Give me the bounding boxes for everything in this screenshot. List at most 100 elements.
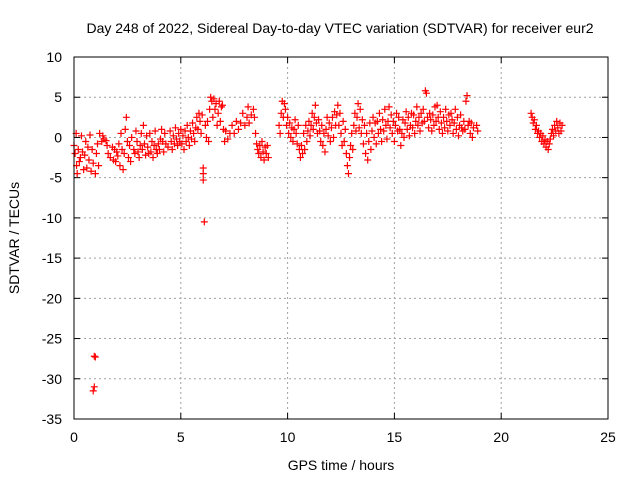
data-point <box>71 150 79 158</box>
data-point <box>454 132 462 140</box>
data-point <box>466 129 474 137</box>
data-point <box>204 117 211 125</box>
data-point <box>119 166 127 174</box>
y-tick-label: 0 <box>54 129 62 145</box>
data-point <box>473 121 481 129</box>
data-point <box>338 141 346 149</box>
y-tick-label: 5 <box>54 89 62 105</box>
data-point <box>309 125 317 133</box>
data-point <box>404 113 412 121</box>
y-tick-label: -35 <box>42 411 62 427</box>
data-point <box>419 105 427 113</box>
data-point <box>228 121 236 129</box>
data-point <box>138 146 146 154</box>
data-point <box>385 103 393 111</box>
data-point <box>275 121 283 129</box>
data-point <box>178 140 186 148</box>
data-point <box>342 150 350 158</box>
data-point <box>250 113 258 121</box>
ticks-layer: 0 5 10 15 20 25 10 5 0 -5 -10 -15 -20 -25 -30 -35 <box>42 49 616 445</box>
data-point <box>291 116 299 124</box>
data-point <box>346 154 354 162</box>
data-point <box>474 127 482 135</box>
data-point <box>209 113 217 121</box>
data-point <box>123 137 131 145</box>
data-point <box>462 97 470 105</box>
data-point <box>195 109 203 117</box>
data-point <box>463 92 471 100</box>
data-point <box>303 137 311 145</box>
data-point <box>196 117 204 125</box>
data-point <box>383 135 391 143</box>
data-point <box>158 125 166 133</box>
data-point <box>73 170 81 178</box>
data-point <box>554 124 562 132</box>
data-point <box>347 141 355 149</box>
data-point <box>90 383 98 391</box>
data-point <box>372 140 380 148</box>
data-point <box>413 103 421 111</box>
data-point <box>389 117 397 125</box>
data-point <box>200 218 208 226</box>
data-point <box>77 132 85 140</box>
data-point <box>252 129 260 137</box>
data-point <box>170 140 178 148</box>
data-point <box>171 124 179 132</box>
data-point <box>440 113 448 121</box>
y-tick-label: -20 <box>42 290 62 306</box>
data-point <box>112 158 120 166</box>
data-point <box>182 137 190 145</box>
data-point <box>189 119 197 127</box>
data-point <box>258 137 266 145</box>
data-point <box>373 117 381 125</box>
data-point <box>148 137 156 145</box>
data-point <box>414 121 422 129</box>
data-point <box>218 101 226 109</box>
data-point <box>76 154 84 162</box>
data-point <box>433 101 441 109</box>
data-point <box>147 148 155 156</box>
data-point <box>185 141 193 149</box>
data-point <box>91 353 99 361</box>
data-point <box>467 119 475 127</box>
data-point <box>548 125 556 133</box>
data-point <box>367 146 375 154</box>
data-point <box>244 103 252 111</box>
data-point <box>90 352 98 360</box>
data-point <box>124 154 132 162</box>
data-point <box>388 129 396 137</box>
data-point <box>337 129 345 137</box>
data-point <box>89 159 97 167</box>
data-point <box>422 89 430 97</box>
data-point <box>144 143 152 151</box>
data-point <box>93 140 101 148</box>
data-point <box>177 125 185 133</box>
data-point <box>131 150 139 158</box>
data-point <box>210 95 218 103</box>
data-point <box>527 109 535 117</box>
data-point <box>457 111 465 119</box>
data-point <box>202 133 210 141</box>
data-point <box>396 125 404 133</box>
data-point <box>336 109 344 117</box>
data-point <box>150 141 158 149</box>
data-point <box>539 132 547 140</box>
data-point <box>286 119 294 127</box>
data-point <box>256 141 264 149</box>
data-point <box>99 132 107 140</box>
data-point <box>175 129 183 137</box>
data-point <box>122 113 130 121</box>
data-point <box>253 140 261 148</box>
data-point <box>550 132 558 140</box>
data-point <box>213 121 221 129</box>
data-point <box>260 156 268 164</box>
y-tick-label: -10 <box>42 210 62 226</box>
data-point <box>544 146 552 154</box>
data-point <box>328 113 336 121</box>
data-point <box>546 135 554 143</box>
data-point <box>230 129 238 137</box>
data-point <box>293 140 301 148</box>
data-point <box>354 100 362 108</box>
data-point <box>284 113 292 121</box>
